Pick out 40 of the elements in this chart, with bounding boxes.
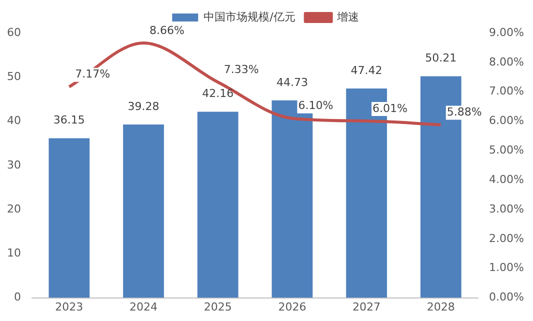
data-label: 44.73 [276,76,308,89]
data-label: 6.10% [298,99,334,112]
y2-tick-label: 7.00% [489,84,524,98]
data-label: 5.88% [446,106,482,119]
bar [197,112,238,298]
data-label: 50.21 [425,52,457,65]
y-tick-label: 60 [6,26,21,39]
y2-tick-label: 3.00% [489,202,524,216]
bar [48,138,90,298]
y2-tick-label: 8.00% [489,55,524,68]
x-tick-label: 2027 [352,300,381,314]
y2-tick-label: 6.00% [489,114,524,128]
x-tick-label: 2025 [204,300,232,314]
y2-tick-label: 0.00% [489,290,524,304]
y2-tick-label: 9.00% [489,26,524,39]
data-label: 42.16 [202,87,234,100]
y-tick-label: 30 [6,158,21,172]
y-tick-label: 40 [6,114,21,128]
data-label: 7.17% [75,68,110,81]
data-label: 47.42 [350,64,382,77]
y2-tick-label: 1.00% [489,261,524,274]
data-label: 39.28 [128,100,160,113]
y-tick-label: 10 [6,246,21,260]
y-tick-label: 0 [14,290,21,304]
y2-tick-label: 4.00% [489,172,524,186]
data-label: 7.33% [224,62,259,76]
data-label: 6.01% [372,102,408,115]
data-label: 36.15 [53,114,85,127]
legend-label: 中国市场规模/亿元 [204,10,296,24]
y-tick-label: 20 [6,202,21,216]
y2-tick-label: 5.00% [489,144,524,157]
legend-label: 增速 [336,10,359,24]
y2-tick-label: 2.00% [489,232,524,245]
bar [123,124,164,298]
data-label: 8.66% [150,24,184,37]
x-tick-label: 2023 [55,300,84,314]
y-tick-label: 50 [6,70,21,83]
x-tick-label: 2024 [130,300,158,314]
x-tick-label: 2028 [426,300,455,314]
x-tick-label: 2026 [278,300,306,314]
